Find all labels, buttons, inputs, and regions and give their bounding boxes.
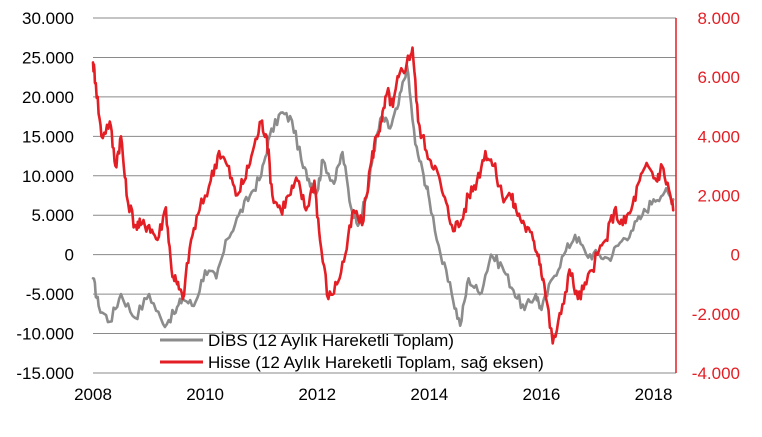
right-tick-label: -2.000: [692, 305, 740, 324]
left-tick-label: 25.000: [22, 48, 74, 67]
right-tick-label: 8.000: [697, 9, 740, 28]
legend: DİBS (12 Aylık Hareketli Toplam) Hisse (…: [160, 331, 544, 372]
x-tick-label: 2016: [523, 385, 561, 404]
x-tick-label: 2018: [635, 385, 673, 404]
left-tick-label: 15.000: [22, 127, 74, 146]
left-tick-label: 20.000: [22, 88, 74, 107]
right-tick-label: 2.000: [697, 187, 740, 206]
left-tick-label: 0: [65, 246, 74, 265]
x-tick-label: 2010: [186, 385, 224, 404]
legend-label-dibs: DİBS (12 Aylık Hareketli Toplam): [208, 331, 454, 350]
left-tick-label: -5.000: [26, 285, 74, 304]
right-axis-ticks: 8.000 6.000 4.000 2.000 0 -2.000 -4.000: [692, 9, 740, 383]
x-tick-label: 2012: [298, 385, 336, 404]
left-tick-label: -10.000: [16, 325, 74, 344]
x-tick-label: 2008: [74, 385, 112, 404]
left-tick-label: 30.000: [22, 9, 74, 28]
right-tick-label: 0: [731, 246, 740, 265]
series: [91, 46, 675, 345]
legend-label-hisse: Hisse (12 Aylık Hareketli Toplam, sağ ek…: [208, 353, 544, 372]
x-axis-ticks: 2008 2010 2012 2014 2016 2018: [74, 385, 672, 404]
right-tick-label: 6.000: [697, 68, 740, 87]
left-axis-ticks: 30.000 25.000 20.000 15.000 10.000 5.000 0 -5.0…: [16, 9, 74, 383]
series-line-hisse: [91, 46, 675, 345]
left-tick-label: -15.000: [16, 364, 74, 383]
left-tick-label: 10.000: [22, 167, 74, 186]
right-tick-label: 4.000: [697, 127, 740, 146]
x-tick-label: 2014: [410, 385, 448, 404]
left-tick-label: 5.000: [31, 206, 74, 225]
right-tick-label: -4.000: [692, 364, 740, 383]
grid: [93, 17, 676, 374]
